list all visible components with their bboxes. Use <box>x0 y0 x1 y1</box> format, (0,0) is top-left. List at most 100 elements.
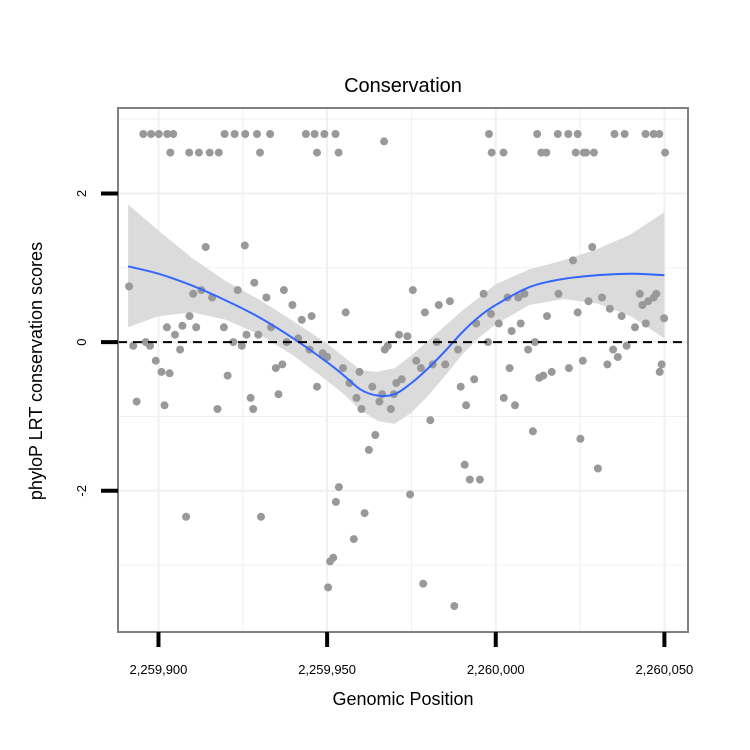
data-point <box>528 427 537 436</box>
y-tick-label: 0 <box>74 338 89 345</box>
data-point <box>641 319 650 328</box>
data-point <box>661 148 670 157</box>
data-point <box>371 431 380 439</box>
data-point <box>584 297 593 306</box>
data-point <box>262 293 271 302</box>
data-point <box>201 243 210 251</box>
data-point <box>163 130 172 138</box>
data-point <box>397 375 406 384</box>
data-point <box>250 278 259 287</box>
data-point <box>655 130 664 138</box>
data-point <box>622 341 631 350</box>
data-point <box>151 356 160 365</box>
x-tick-label: 2,260,000 <box>467 662 525 677</box>
data-point <box>257 512 265 521</box>
chart-title: Conservation <box>344 75 462 97</box>
data-point <box>147 130 156 138</box>
data-point <box>266 130 275 138</box>
data-point <box>192 323 201 332</box>
data-point <box>220 130 229 138</box>
x-tick-label: 2,259,900 <box>130 662 188 677</box>
data-point <box>182 512 191 521</box>
y-tick-label: -2 <box>74 485 89 497</box>
data-point <box>160 401 169 410</box>
data-point <box>609 345 618 354</box>
data-point <box>307 312 316 321</box>
data-point <box>395 330 403 339</box>
data-point <box>499 393 508 402</box>
data-point <box>233 286 242 295</box>
data-point <box>484 338 492 347</box>
data-point <box>553 130 562 138</box>
data-point <box>383 341 392 350</box>
data-point <box>219 323 228 332</box>
data-point <box>511 401 519 410</box>
data-point <box>589 148 598 157</box>
data-point <box>162 323 171 332</box>
data-point <box>571 148 580 157</box>
data-point <box>524 345 533 354</box>
data-point <box>475 475 484 484</box>
data-point <box>454 345 462 354</box>
data-point <box>450 602 459 610</box>
data-point <box>352 393 361 402</box>
data-point <box>499 148 508 157</box>
data-point <box>657 360 666 369</box>
data-point <box>487 309 495 318</box>
data-point <box>416 364 425 373</box>
data-point <box>465 475 474 484</box>
data-point <box>652 289 661 298</box>
data-point <box>514 293 523 302</box>
data-point <box>470 375 479 384</box>
data-point <box>334 148 343 157</box>
data-point <box>230 130 239 138</box>
data-point <box>588 243 597 251</box>
smooth-line <box>127 265 665 398</box>
data-point <box>539 371 548 380</box>
data-point <box>408 286 417 295</box>
data-point <box>434 301 443 309</box>
y-axis-label: phyloP LRT conservation scores <box>26 242 46 500</box>
data-point <box>178 321 187 330</box>
data-point <box>419 579 428 588</box>
data-point <box>229 338 238 347</box>
data-point <box>279 286 288 295</box>
data-point <box>610 130 619 138</box>
data-point <box>313 148 321 157</box>
data-point <box>288 301 297 309</box>
data-point <box>254 330 263 339</box>
data-point <box>420 308 429 317</box>
data-point <box>357 405 366 413</box>
data-point <box>554 289 563 298</box>
data-point <box>582 148 591 157</box>
data-point <box>573 130 582 138</box>
data-point <box>129 341 138 350</box>
data-point <box>214 148 223 157</box>
data-point <box>533 130 542 138</box>
data-point <box>603 360 612 369</box>
data-point <box>213 405 222 413</box>
data-point <box>331 497 340 506</box>
data-point <box>241 130 250 138</box>
data-point <box>165 369 174 378</box>
data-point <box>171 330 179 339</box>
data-point <box>274 390 283 399</box>
data-point <box>189 289 198 298</box>
data-point <box>157 367 166 376</box>
x-axis-label: Genomic Position <box>332 689 473 709</box>
data-point <box>331 130 340 138</box>
grid-lines <box>118 108 688 632</box>
data-point <box>605 304 614 313</box>
data-point <box>445 297 454 306</box>
data-point <box>256 148 264 157</box>
data-point <box>310 130 319 138</box>
y-tick-label: 2 <box>74 190 89 197</box>
data-point <box>246 393 255 402</box>
data-point <box>185 312 194 321</box>
x-tick-label: 2,260,050 <box>635 662 693 677</box>
data-point <box>240 241 249 250</box>
data-point <box>631 323 639 332</box>
data-point <box>139 130 148 138</box>
data-point <box>530 338 539 347</box>
